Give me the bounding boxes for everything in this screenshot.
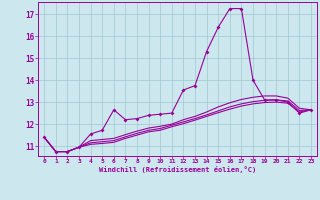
X-axis label: Windchill (Refroidissement éolien,°C): Windchill (Refroidissement éolien,°C)	[99, 166, 256, 173]
